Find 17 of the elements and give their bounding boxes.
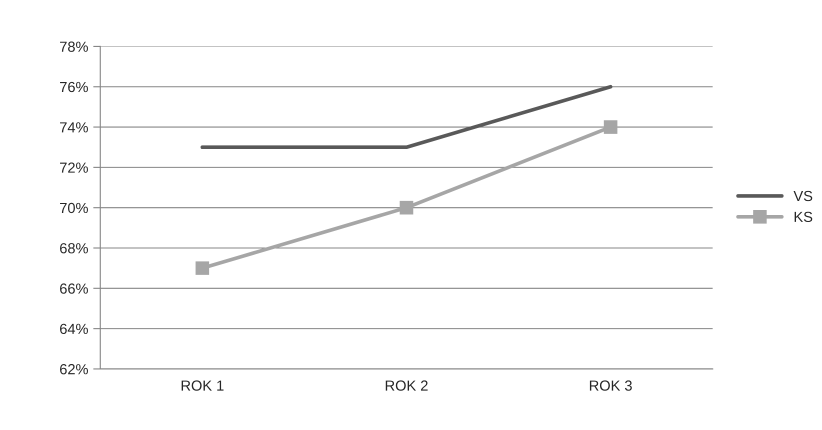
x-tick-label: ROK 1: [182, 380, 224, 391]
x-tick-label: ROK 2: [386, 380, 428, 391]
y-tick-label: 70%: [60, 202, 88, 214]
x-tick-label: ROK 3: [590, 380, 632, 391]
point: [400, 200, 414, 214]
y-tick-label: 66%: [60, 283, 88, 294]
y-tick-label: 74%: [60, 122, 88, 132]
y-tick-label: 72%: [60, 162, 88, 173]
y-tick-label: 62%: [60, 364, 88, 374]
legend-label: VS: [794, 190, 812, 202]
point: [196, 261, 210, 275]
point: [604, 120, 618, 134]
y-tick-label: 64%: [60, 324, 88, 334]
y-tick-label: 78%: [60, 42, 88, 52]
y-tick-label: 76%: [60, 82, 88, 92]
y-tick-label: 68%: [60, 243, 88, 254]
legend-label: KS: [794, 212, 812, 222]
